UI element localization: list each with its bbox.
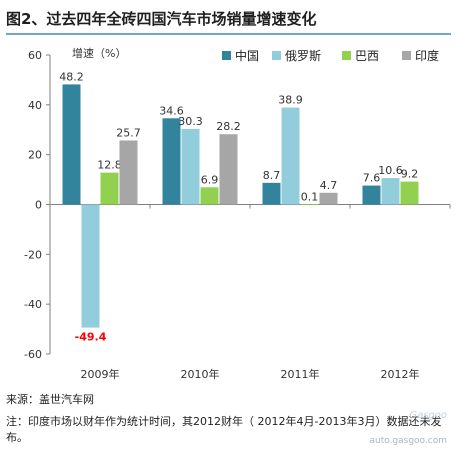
- data-label: 48.2: [59, 70, 84, 83]
- bar-中国: [62, 84, 81, 205]
- y-tick-label: 60: [28, 49, 42, 62]
- bar-中国: [162, 118, 181, 205]
- bar-中国: [262, 182, 281, 205]
- watermark-url: auto.gasgoo.com: [369, 436, 447, 446]
- bar-中国: [362, 185, 381, 205]
- y-tick-label: 40: [28, 99, 42, 112]
- bar-巴西: [300, 204, 319, 206]
- bar-俄罗斯: [381, 178, 400, 205]
- y-axis-label: 增速（%）: [72, 46, 126, 60]
- legend-label: 印度: [415, 48, 439, 63]
- bar-巴西: [400, 181, 419, 205]
- legend-label: 俄罗斯: [285, 49, 321, 63]
- legend-swatch: [222, 51, 231, 60]
- bar-俄罗斯: [81, 204, 100, 328]
- legend-swatch: [342, 51, 351, 60]
- bar-印度: [219, 134, 238, 205]
- y-tick-label: -60: [24, 348, 42, 361]
- x-tick-label: 2009年: [81, 367, 120, 381]
- legend-label: 中国: [235, 48, 259, 63]
- data-label: 7.6: [363, 172, 381, 185]
- legend-swatch: [272, 51, 281, 60]
- bar-印度: [119, 140, 138, 205]
- title-bar: 图2、过去四年全砖四国汽车市场销量增速变化: [6, 5, 451, 35]
- data-label: 4.7: [320, 179, 338, 192]
- data-label: 6.9: [201, 173, 219, 186]
- watermark-logo: Gasgoo: [409, 410, 447, 421]
- data-label: 25.7: [116, 126, 141, 139]
- data-label: 38.9: [278, 94, 303, 107]
- data-label: 0.1: [301, 190, 319, 203]
- x-tick-label: 2010年: [181, 367, 220, 381]
- bar-俄罗斯: [281, 107, 300, 205]
- y-tick-label: -40: [24, 298, 42, 311]
- data-label: 34.6: [159, 104, 184, 117]
- x-tick-label: 2011年: [281, 367, 320, 381]
- y-tick-label: 0: [35, 199, 42, 212]
- data-label: 30.3: [178, 115, 203, 128]
- bar-chart: 60 40 20 0 -20 -40 -60 增速（%） 中国 俄罗斯 巴西 印度 2009年 48.2 -…: [24, 46, 451, 381]
- y-tick-label: 20: [28, 149, 42, 162]
- data-label: 9.2: [401, 168, 419, 181]
- footnote: 注：印度市场以财年作为统计时间，其2012财年（ 2012年4月-2013年3月…: [6, 415, 442, 444]
- bar-巴西: [200, 187, 219, 205]
- page-title: 图2、过去四年全砖四国汽车市场销量增速变化: [6, 10, 317, 28]
- data-label: 10.6: [378, 164, 403, 177]
- bar-印度: [319, 192, 338, 205]
- data-label: 8.7: [263, 169, 281, 182]
- data-label: -49.4: [75, 331, 107, 344]
- x-tick-label: 2012年: [381, 367, 420, 381]
- data-label: 28.2: [216, 120, 241, 133]
- bar-巴西: [100, 172, 119, 205]
- legend-swatch: [402, 51, 411, 60]
- source-note: 来源：盖世汽车网: [6, 393, 94, 406]
- data-label: 12.8: [97, 159, 122, 172]
- bar-俄罗斯: [181, 129, 200, 205]
- legend-label: 巴西: [355, 49, 379, 63]
- y-tick-label: -20: [24, 248, 42, 261]
